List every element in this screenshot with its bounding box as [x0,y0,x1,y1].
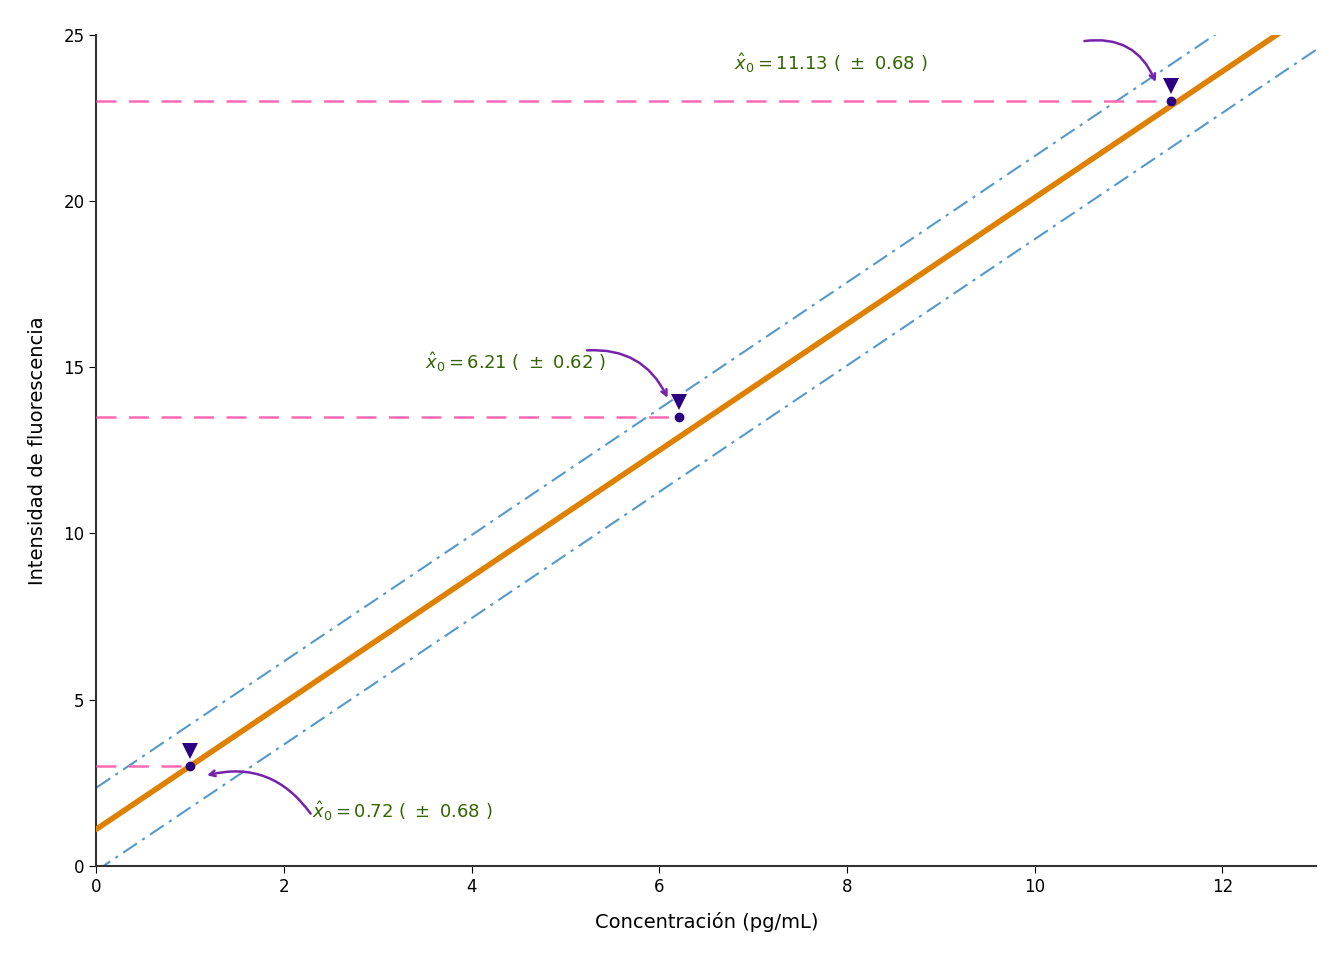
Text: $\hat{x}_0 = 0.72\ (\ \pm\ 0.68\ )$: $\hat{x}_0 = 0.72\ (\ \pm\ 0.68\ )$ [312,799,493,823]
Text: $\hat{x}_0 = 6.21\ (\ \pm\ 0.62\ )$: $\hat{x}_0 = 6.21\ (\ \pm\ 0.62\ )$ [425,350,606,373]
Y-axis label: Intensidad de fluorescencia: Intensidad de fluorescencia [28,316,47,585]
Text: $\hat{x}_0 = 11.13\ (\ \pm\ 0.68\ )$: $\hat{x}_0 = 11.13\ (\ \pm\ 0.68\ )$ [734,51,927,75]
X-axis label: Concentración (pg/mL): Concentración (pg/mL) [594,912,818,932]
